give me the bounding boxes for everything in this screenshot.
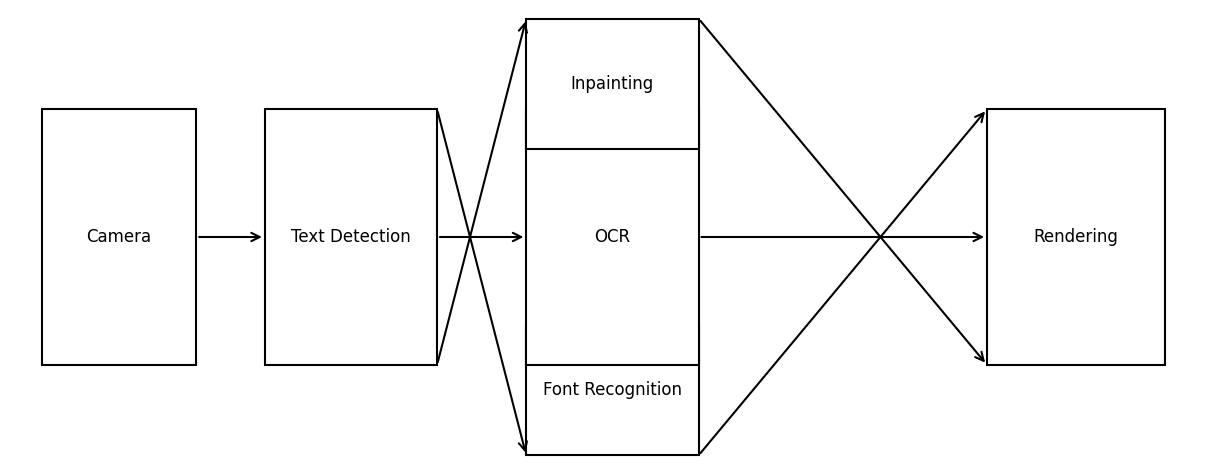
- Text: Text Detection: Text Detection: [291, 228, 411, 246]
- Bar: [41, 109, 197, 365]
- Bar: [526, 109, 699, 365]
- Bar: [526, 18, 699, 149]
- Text: Camera: Camera: [86, 228, 152, 246]
- Bar: [526, 325, 699, 456]
- Bar: [264, 109, 437, 365]
- Bar: [987, 109, 1166, 365]
- Text: OCR: OCR: [594, 228, 631, 246]
- Text: Font Recognition: Font Recognition: [543, 381, 682, 399]
- Text: Inpainting: Inpainting: [571, 75, 654, 93]
- Text: Rendering: Rendering: [1033, 228, 1118, 246]
